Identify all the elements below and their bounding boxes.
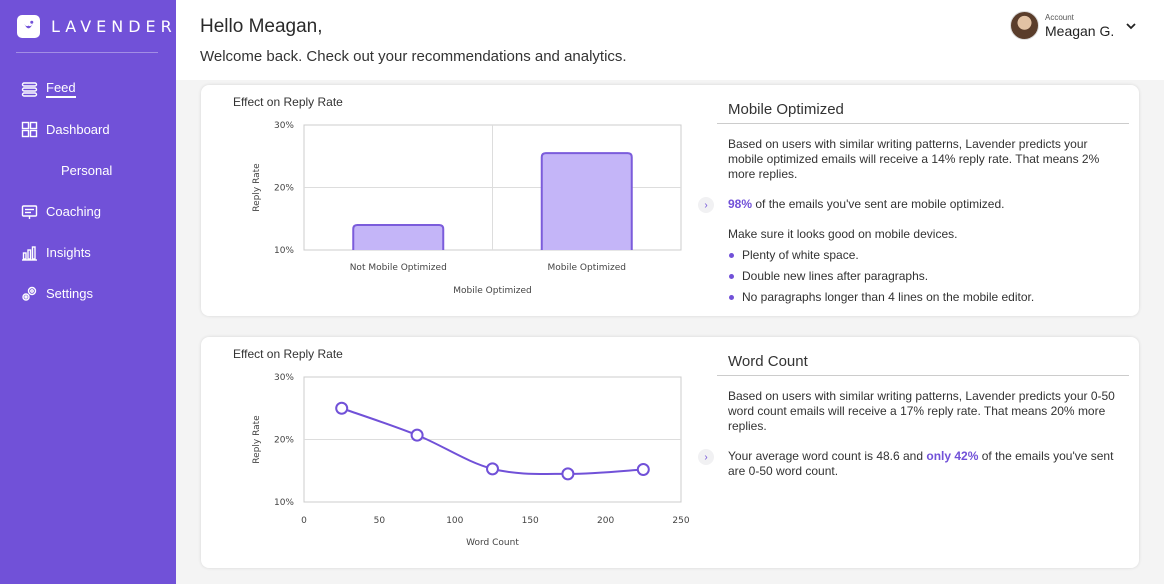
chart-title: Effect on Reply Rate [233, 95, 343, 109]
list-item: Plenty of white space. [728, 248, 1123, 263]
chart-title: Effect on Reply Rate [233, 347, 343, 361]
stat-detail: of the emails you've sent are 0-50 word … [728, 449, 1114, 478]
greeting: Hello Meagan, [200, 16, 323, 37]
x-tick-label: Mobile Optimized [548, 263, 626, 273]
panel-divider [717, 123, 1129, 124]
sidebar-item-label: Coaching [46, 204, 101, 219]
x-tick-label: 0 [301, 516, 307, 526]
account-label: Account [1045, 12, 1074, 22]
insights-icon [21, 244, 38, 261]
panel-title: Mobile Optimized [728, 101, 844, 118]
prediction-text: Based on users with similar writing patt… [728, 137, 1100, 181]
data-point [486, 462, 499, 476]
tips-heading: Make sure it looks good on mobile device… [728, 227, 958, 241]
data-point [636, 463, 650, 476]
y-axis-label: Reply Rate [252, 415, 262, 464]
x-axis-label: Mobile Optimized [453, 286, 531, 296]
lavender-logo-icon [17, 15, 40, 38]
feed-icon [21, 81, 38, 98]
stat-text: 98% of the emails you've sent are mobile… [728, 197, 1123, 212]
data-point [410, 428, 424, 442]
panel-title: Word Count [728, 353, 808, 370]
sidebar: LAVENDER Feed Dashboard Personal Coachin… [0, 0, 176, 584]
x-tick-label: 250 [672, 516, 689, 526]
x-axis-label: Word Count [466, 538, 519, 548]
tips-list: Plenty of white space. Double new lines … [728, 242, 1123, 305]
brand[interactable]: LAVENDER [17, 15, 177, 38]
prediction-text: Based on users with similar writing patt… [728, 389, 1115, 433]
sidebar-item-label: Feed [46, 80, 76, 98]
expand-button[interactable]: › [698, 197, 714, 213]
sidebar-item-dashboard[interactable]: Dashboard [21, 121, 110, 138]
sidebar-divider [16, 52, 158, 53]
y-tick-label: 20% [274, 436, 294, 446]
bar-chart: 10% 20% 30% Reply Rate Mobile Optimized Not M… [252, 121, 682, 296]
stat-detail: Your average word count is 48.6 and [728, 449, 927, 463]
sidebar-item-feed[interactable]: Feed [21, 80, 76, 98]
sidebar-item-personal[interactable]: Personal [61, 163, 113, 178]
avatar [1010, 11, 1039, 40]
recommendation-card-mobile: Effect on Reply Rate 10% 20% 30% Reply Rate… [201, 85, 1139, 316]
account-menu[interactable]: Account Meagan G. [1010, 11, 1136, 40]
bar [352, 224, 445, 250]
recommendation-card-wordcount: Effect on Reply Rate 10% 20% 30% Reply Rate… [201, 337, 1139, 568]
settings-icon [21, 285, 38, 302]
stat-highlight: 98% [728, 197, 753, 211]
y-tick-label: 10% [274, 498, 294, 508]
x-tick-label: 50 [374, 516, 386, 526]
line-chart: 10% 20% 30% Reply Rate Word Count 0 50 100 150 20… [252, 373, 690, 548]
header-bar [176, 0, 1164, 80]
y-tick-label: 30% [274, 373, 294, 383]
sidebar-item-insights[interactable]: Insights [21, 244, 91, 261]
data-point [335, 401, 349, 415]
sidebar-item-label: Insights [46, 245, 91, 260]
y-tick-label: 30% [274, 121, 294, 131]
x-tick-label: 150 [522, 516, 539, 526]
chevron-right-icon: › [704, 451, 708, 463]
panel-divider [717, 375, 1129, 376]
y-tick-label: 20% [274, 184, 294, 194]
data-point [561, 467, 575, 481]
sidebar-item-label: Settings [46, 286, 93, 301]
y-axis-label: Reply Rate [252, 163, 262, 212]
chevron-down-icon[interactable] [1126, 17, 1136, 35]
chevron-right-icon: › [704, 199, 708, 211]
sidebar-item-coaching[interactable]: Coaching [21, 203, 101, 220]
y-tick-label: 10% [274, 246, 294, 256]
stat-text: Your average word count is 48.6 and only… [728, 449, 1123, 479]
x-tick-label: Not Mobile Optimized [350, 263, 447, 273]
bar [540, 152, 633, 250]
list-item: Double new lines after paragraphs. [728, 269, 1123, 284]
expand-button[interactable]: › [698, 449, 714, 465]
account-name: Meagan G. [1045, 22, 1115, 39]
dashboard-icon [21, 121, 38, 138]
sidebar-item-label: Dashboard [46, 122, 110, 137]
brand-name: LAVENDER [51, 17, 177, 36]
list-item: No paragraphs longer than 4 lines on the… [728, 290, 1123, 305]
welcome-message: Welcome back. Check out your recommendat… [200, 48, 627, 65]
stat-highlight: only 42% [926, 449, 979, 463]
x-tick-label: 100 [446, 516, 463, 526]
sidebar-item-settings[interactable]: Settings [21, 285, 93, 302]
stat-detail: of the emails you've sent are mobile opt… [752, 197, 1005, 211]
x-tick-label: 200 [597, 516, 614, 526]
coaching-icon [21, 203, 38, 220]
